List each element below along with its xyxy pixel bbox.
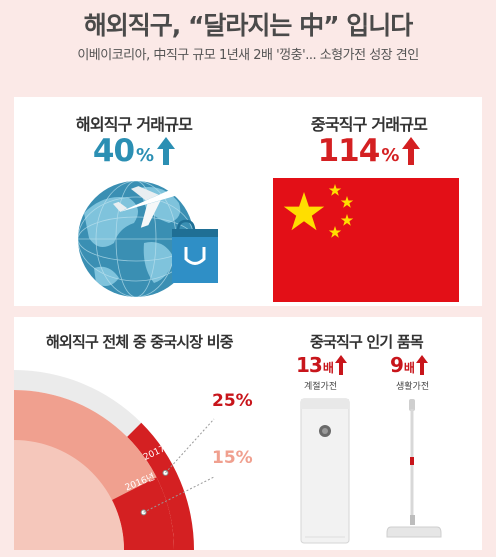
- seasonal-appliance-caption: 계절가전: [304, 382, 338, 392]
- seasonal-ratio-value: 13: [296, 353, 323, 377]
- page-title: 해외직구, “달라지는 中” 입니다: [83, 11, 413, 40]
- seasonal-ratio-unit: 배: [322, 360, 334, 375]
- airplane-icon: [112, 186, 185, 228]
- home-appliance-ratio: 9 배: [390, 353, 428, 377]
- home-ratio-unit: 배: [403, 360, 415, 375]
- arrow-up-icon: [402, 137, 421, 165]
- home-appliance-caption: 생활가전: [396, 382, 430, 392]
- page-subtitle: 이베이코리아, 中직구 규모 1년새 2배 '껑충'... 소형가전 성장 견인: [77, 48, 419, 63]
- share-2017-leader: [165, 418, 215, 474]
- popular-items-title: 중국직구 인기 품목: [310, 333, 424, 351]
- air-purifier-icon: [300, 398, 350, 544]
- china-share-chart: [14, 370, 215, 550]
- china-share-title: 해외직구 전체 중 중국시장 비중: [46, 333, 234, 351]
- growth-card: 해외직구 거래규모 40 %: [14, 97, 482, 306]
- share-2017-value: 25%: [212, 391, 253, 411]
- arrow-up-icon: [157, 137, 176, 165]
- china-flag: [273, 178, 459, 302]
- shopping-bag-icon: [172, 219, 218, 283]
- stick-vacuum-icon: [386, 399, 442, 538]
- share-2016-leader: [143, 476, 215, 513]
- share-2017-arc: [127, 422, 194, 550]
- china-volume-label: 중국직구 거래규모: [310, 115, 428, 134]
- seasonal-appliance-ratio: 13 배: [296, 353, 347, 377]
- arrow-up-icon: [415, 355, 428, 375]
- china-growth-value: 114: [317, 133, 381, 169]
- overseas-growth-figure: 40 %: [44, 131, 224, 171]
- share-card: 해외직구 전체 중 중국시장 비중 2017년 2016년 25% 15% 중국…: [14, 317, 482, 550]
- overseas-growth-unit: %: [136, 144, 155, 166]
- globe-icon: [78, 181, 218, 297]
- china-growth-unit: %: [381, 144, 400, 166]
- share-2016-value: 15%: [212, 448, 253, 468]
- overseas-volume-label: 해외직구 거래규모: [75, 115, 193, 134]
- home-ratio-value: 9: [390, 353, 404, 377]
- overseas-growth-value: 40: [92, 133, 135, 169]
- china-growth-figure: 114 %: [274, 131, 464, 171]
- share-2017-marker: [162, 469, 169, 476]
- arrow-up-icon: [334, 355, 347, 375]
